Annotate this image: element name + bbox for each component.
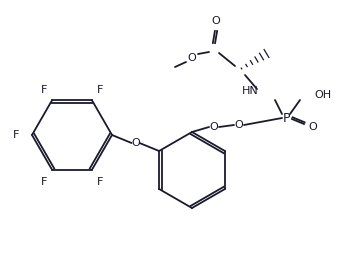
Text: O: O [131, 138, 140, 148]
Text: F: F [97, 85, 103, 95]
Text: P: P [283, 112, 291, 124]
Text: F: F [97, 177, 103, 187]
Text: F: F [41, 85, 47, 95]
Text: O: O [309, 122, 317, 132]
Text: OH: OH [314, 90, 331, 100]
Text: HN: HN [242, 86, 259, 96]
Text: O: O [234, 120, 243, 130]
Text: F: F [41, 177, 47, 187]
Text: F: F [13, 130, 19, 140]
Text: O: O [188, 53, 196, 63]
Text: O: O [212, 16, 220, 26]
Text: O: O [210, 122, 218, 132]
